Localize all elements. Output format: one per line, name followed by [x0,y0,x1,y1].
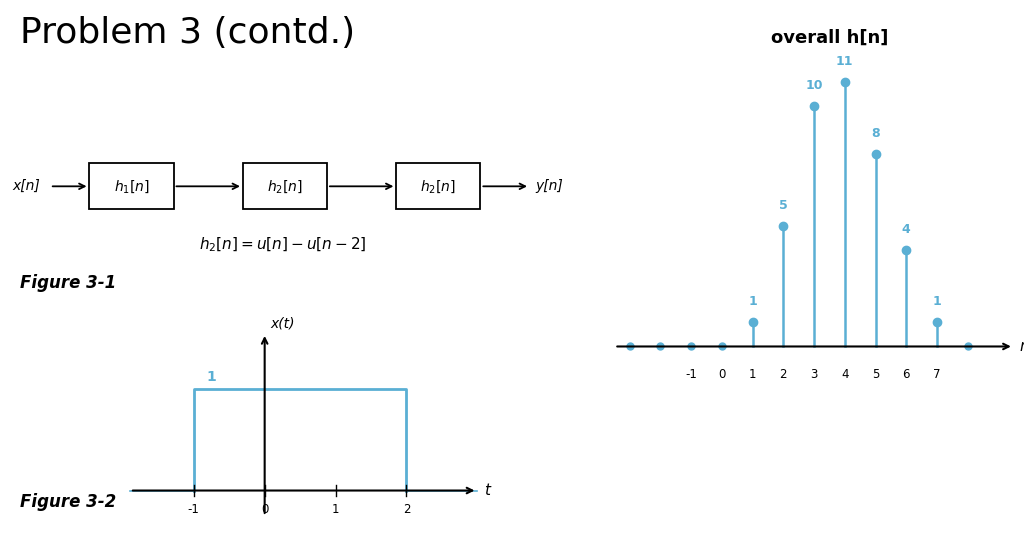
Bar [243,163,327,209]
Text: $h_1[n]$: $h_1[n]$ [114,178,150,195]
Text: 1: 1 [749,295,757,308]
Text: 7: 7 [933,368,941,381]
Text: n: n [1020,339,1024,354]
Text: 2: 2 [402,503,411,516]
Text: 0: 0 [718,368,726,381]
Text: 1: 1 [332,503,339,516]
Text: x(t): x(t) [270,316,295,330]
Text: $h_2[n]$: $h_2[n]$ [421,178,457,195]
Text: Figure 3-2: Figure 3-2 [20,493,117,511]
Text: 3: 3 [810,368,818,381]
Text: 10: 10 [805,79,823,92]
Bar [396,163,480,209]
Text: 8: 8 [871,127,880,140]
Text: overall h[n]: overall h[n] [771,29,888,47]
Text: 11: 11 [836,55,854,67]
Text: 1: 1 [749,368,757,381]
Text: 5: 5 [779,199,787,212]
Text: 0: 0 [261,503,268,516]
Text: 1: 1 [207,370,216,384]
Text: 2: 2 [779,368,787,381]
Text: Problem 3 (contd.): Problem 3 (contd.) [20,16,355,50]
Text: -1: -1 [685,368,697,381]
Text: -1: -1 [187,503,200,516]
Text: y[n]: y[n] [535,179,562,193]
Text: Figure 3-1: Figure 3-1 [20,274,117,292]
Text: 5: 5 [871,368,880,381]
Text: $h_2[n] = u[n] - u[n-2]$: $h_2[n] = u[n] - u[n-2]$ [199,236,367,254]
Text: 4: 4 [902,223,910,236]
Text: x[n]: x[n] [12,179,41,193]
Text: 1: 1 [933,295,941,308]
Text: 6: 6 [902,368,910,381]
Text: $h_2[n]$: $h_2[n]$ [267,178,303,195]
Bar [89,163,173,209]
Text: t: t [484,483,490,498]
Text: 4: 4 [841,368,849,381]
